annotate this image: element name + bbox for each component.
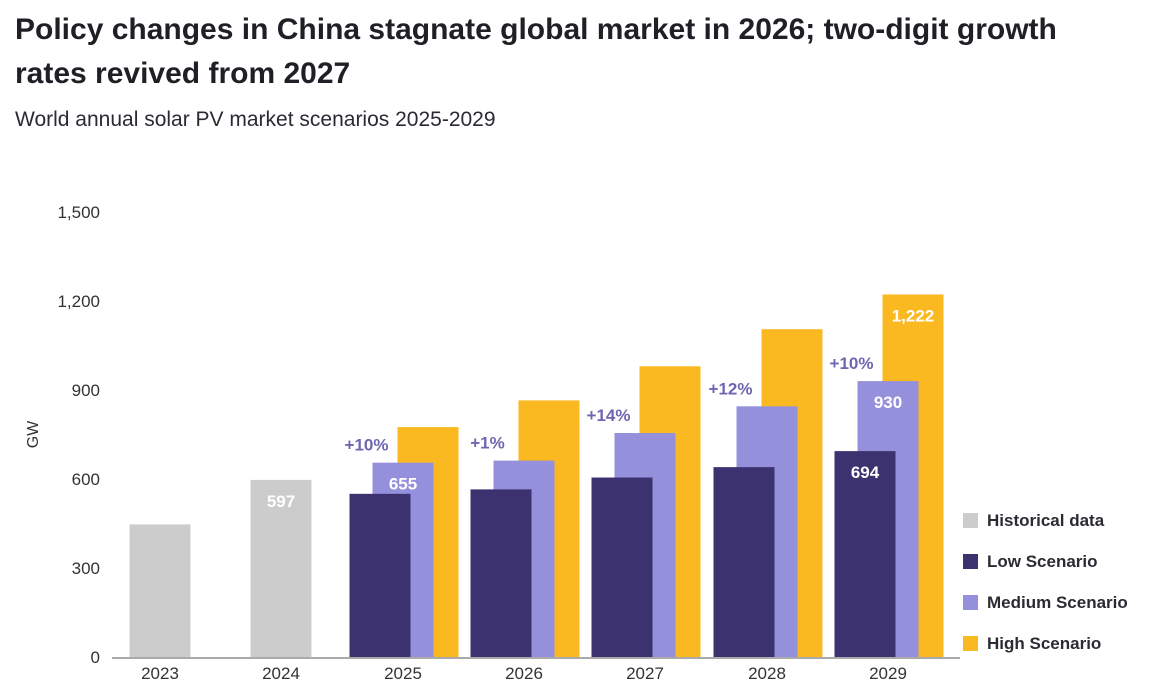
legend-swatch-high (963, 636, 978, 651)
legend-item-medium: Medium Scenario (963, 582, 1148, 623)
bar-low-2028 (713, 467, 775, 657)
x-tick-label: 2029 (869, 664, 907, 683)
y-tick-label: 1,500 (57, 203, 100, 222)
bar-low-2029 (834, 451, 896, 657)
bar-low-2025 (349, 493, 411, 657)
x-tick-label: 2026 (505, 664, 543, 683)
legend-swatch-low (963, 554, 978, 569)
x-tick-label: 2028 (748, 664, 786, 683)
legend-swatch-medium (963, 595, 978, 610)
growth-label: +10% (345, 436, 389, 455)
growth-label: +12% (709, 379, 753, 398)
chart-title: Policy changes in China stagnate global … (15, 13, 1057, 90)
x-tick-label: 2024 (262, 664, 300, 683)
legend-label: High Scenario (987, 633, 1102, 653)
legend-item-historical: Historical data (963, 500, 1148, 541)
data-label: 694 (851, 463, 880, 482)
chart-subtitle: World annual solar PV market scenarios 2… (15, 108, 496, 131)
growth-label: +10% (830, 354, 874, 373)
legend-label: Historical data (987, 510, 1105, 530)
x-tick-label: 2025 (384, 664, 422, 683)
bar-low-2026 (470, 489, 532, 657)
y-tick-label: 0 (91, 648, 100, 667)
x-tick-label: 2027 (626, 664, 664, 683)
growth-label: +14% (587, 406, 631, 425)
legend-swatch-historical (963, 513, 978, 528)
x-tick-label: 2023 (141, 664, 179, 683)
legend-label: Medium Scenario (987, 592, 1128, 612)
data-label: 597 (267, 492, 295, 511)
y-tick-label: 300 (72, 559, 100, 578)
y-axis-label: GW (25, 420, 42, 448)
data-label: 930 (874, 393, 902, 412)
bar-low-2027 (591, 477, 653, 657)
legend-item-high: High Scenario (963, 623, 1148, 664)
y-tick-label: 600 (72, 470, 100, 489)
legend-item-low: Low Scenario (963, 541, 1148, 582)
data-label: 1,222 (892, 306, 935, 325)
data-label: 655 (389, 475, 417, 494)
growth-label: +1% (470, 434, 505, 453)
legend-label: Low Scenario (987, 551, 1098, 571)
legend: Historical data Low Scenario Medium Scen… (963, 500, 1148, 664)
bar-historical-2023 (129, 524, 191, 657)
y-tick-label: 1,200 (57, 292, 100, 311)
bar-historical-2024 (250, 479, 312, 657)
y-tick-label: 900 (72, 381, 100, 400)
